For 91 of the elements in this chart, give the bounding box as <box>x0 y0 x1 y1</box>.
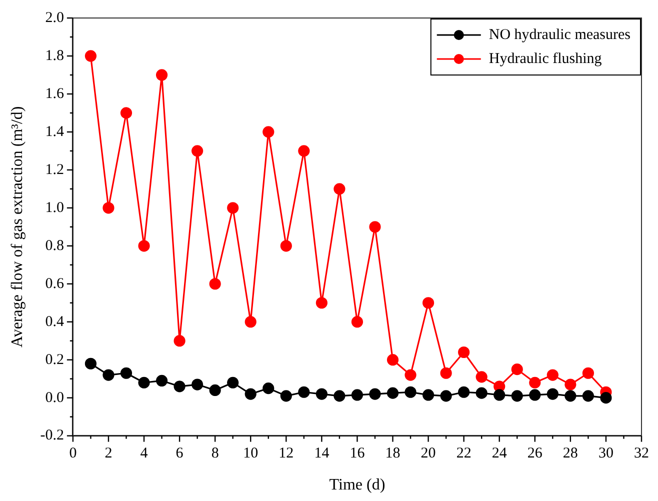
point <box>298 145 310 157</box>
x-tick-label: 14 <box>314 446 330 462</box>
y-tick-label: 0.8 <box>45 238 64 254</box>
point <box>298 386 310 398</box>
point <box>582 367 594 379</box>
point <box>209 384 221 396</box>
y-tick-label: 0.4 <box>45 314 64 330</box>
point <box>422 297 434 309</box>
x-tick-label: 0 <box>69 446 77 462</box>
y-tick-label: 1.8 <box>45 48 64 64</box>
y-tick-label: 1.6 <box>45 86 64 102</box>
point <box>227 376 239 388</box>
point <box>351 316 364 328</box>
point <box>404 369 416 381</box>
x-tick-label: 26 <box>527 446 543 462</box>
x-tick-label: 28 <box>562 446 578 462</box>
point <box>120 367 132 379</box>
point <box>174 380 186 392</box>
point <box>422 389 434 401</box>
point <box>262 382 274 394</box>
y-tick-label: 2.0 <box>45 10 64 26</box>
point <box>476 387 488 399</box>
point <box>262 126 274 138</box>
point <box>494 389 506 401</box>
point <box>511 390 523 402</box>
y-tick-label: 1.4 <box>45 124 64 140</box>
x-tick-label: 30 <box>598 446 614 462</box>
x-tick-label: 16 <box>350 446 366 462</box>
point <box>458 386 470 398</box>
point <box>564 378 576 390</box>
point <box>156 374 168 387</box>
point <box>600 392 612 404</box>
point <box>84 358 97 370</box>
legend-label: Hydraulic flushing <box>488 50 602 67</box>
point <box>227 202 239 214</box>
x-tick-label: 32 <box>634 446 649 462</box>
x-tick-label: 2 <box>104 446 112 462</box>
y-tick-label: 0.2 <box>45 352 64 368</box>
x-tick-label: 12 <box>278 446 294 462</box>
point <box>369 388 381 400</box>
point <box>192 378 204 390</box>
point <box>334 183 346 195</box>
y-tick-label: 1.2 <box>45 162 64 178</box>
point <box>209 278 221 290</box>
x-tick-label: 6 <box>176 446 184 462</box>
point <box>138 376 150 388</box>
point <box>316 297 328 309</box>
legend-label: NO hydraulic measures <box>488 26 631 43</box>
point <box>386 354 399 366</box>
point <box>102 369 114 381</box>
point <box>280 240 292 252</box>
point <box>84 50 97 62</box>
x-tick-label: 4 <box>140 446 148 462</box>
x-axis-title: Time (d) <box>329 476 386 494</box>
point <box>192 145 204 157</box>
point <box>244 316 256 328</box>
x-tick-label: 18 <box>385 446 400 462</box>
point <box>316 388 328 400</box>
point <box>546 369 558 381</box>
point <box>458 346 470 358</box>
point <box>386 387 399 399</box>
x-tick-label: 22 <box>456 446 472 462</box>
point <box>546 388 558 400</box>
point <box>529 376 541 388</box>
point <box>120 107 132 119</box>
point <box>476 371 488 383</box>
point <box>582 390 594 402</box>
x-tick-label: 24 <box>492 446 508 462</box>
point <box>334 390 346 402</box>
y-tick-label: 0.0 <box>45 390 64 406</box>
point <box>511 364 523 376</box>
point <box>369 221 381 233</box>
point <box>440 390 452 402</box>
point <box>564 390 576 402</box>
point <box>529 389 541 401</box>
x-tick-label: 20 <box>420 446 436 462</box>
x-tick-label: 8 <box>211 446 219 462</box>
point <box>280 390 292 402</box>
point <box>138 240 150 252</box>
point <box>102 202 114 214</box>
point <box>156 69 168 81</box>
y-tick-label: 0.6 <box>45 276 64 292</box>
x-tick-label: 10 <box>243 446 258 462</box>
point <box>440 367 452 379</box>
point <box>351 389 364 401</box>
y-tick-label: -0.2 <box>40 428 64 444</box>
point <box>404 386 416 398</box>
y-tick-label: 1.0 <box>45 200 64 216</box>
point <box>244 388 256 400</box>
y-axis-title: Average flow of gas extraction (m³/d) <box>8 106 26 348</box>
point <box>174 335 186 347</box>
